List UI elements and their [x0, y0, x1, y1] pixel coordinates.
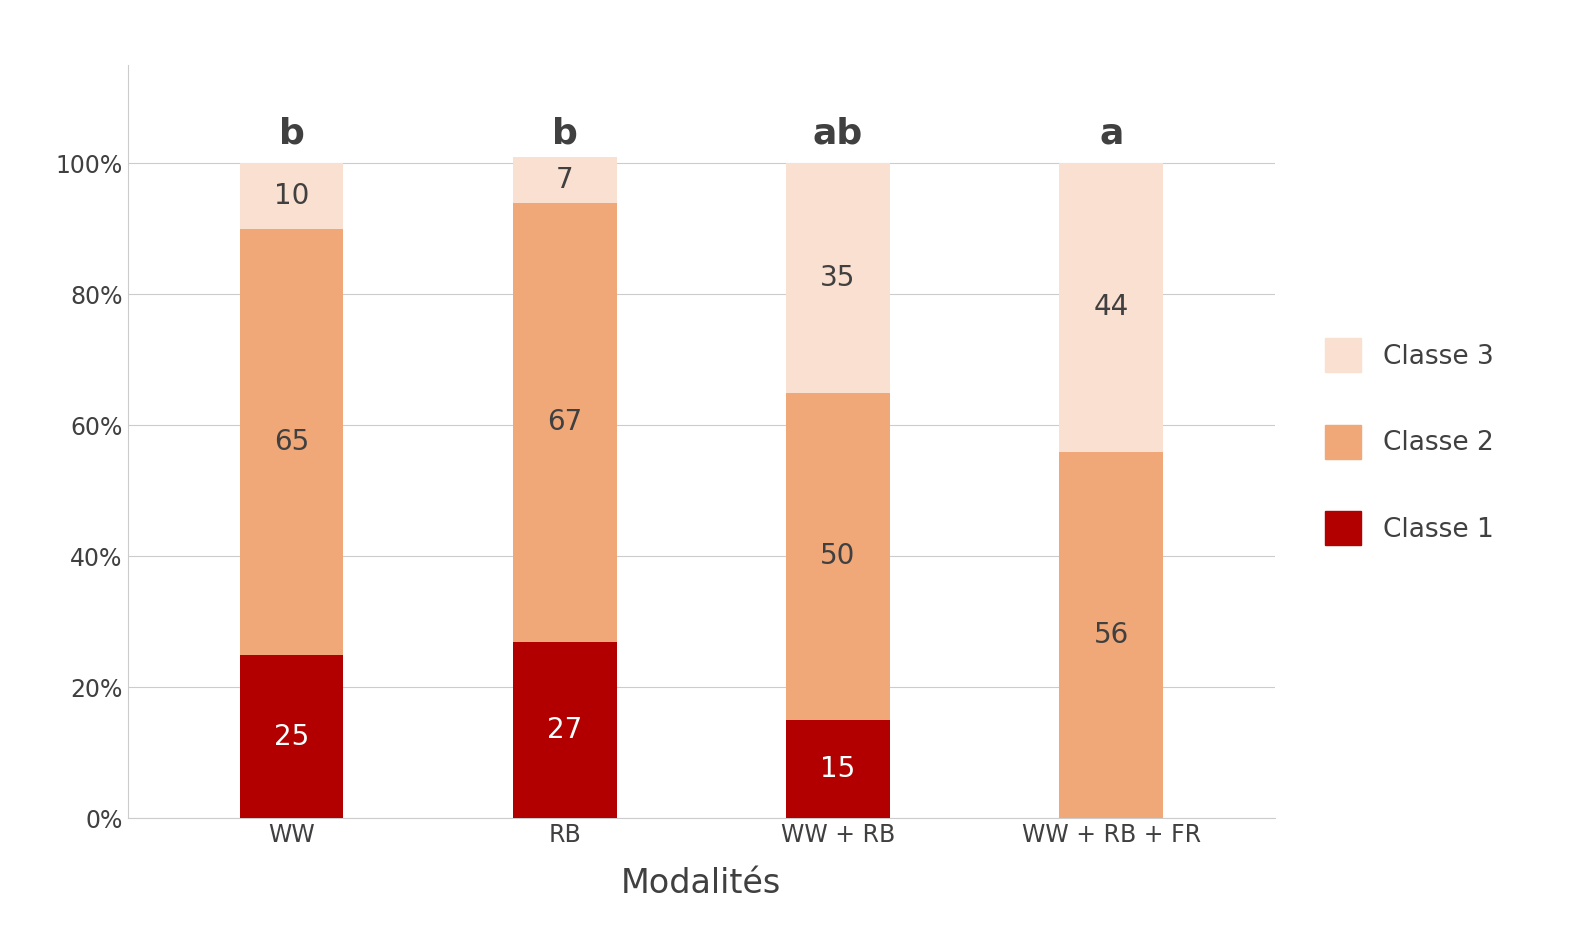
- Bar: [513, 203, 617, 642]
- Text: 27: 27: [547, 716, 582, 744]
- Text: 15: 15: [821, 755, 856, 783]
- Text: 50: 50: [821, 542, 856, 570]
- Bar: [1060, 164, 1164, 452]
- Text: 7: 7: [556, 166, 574, 193]
- X-axis label: Modalités: Modalités: [622, 867, 781, 899]
- Text: b: b: [552, 116, 577, 151]
- Text: b: b: [279, 116, 304, 151]
- Text: 25: 25: [274, 723, 309, 751]
- Text: 65: 65: [274, 428, 309, 456]
- Text: 44: 44: [1093, 294, 1129, 322]
- Bar: [786, 164, 889, 392]
- Text: 56: 56: [1093, 621, 1129, 649]
- Text: 67: 67: [547, 408, 582, 436]
- Text: ab: ab: [813, 116, 862, 151]
- Text: 35: 35: [821, 264, 856, 292]
- Bar: [786, 392, 889, 720]
- Bar: [1060, 452, 1164, 818]
- Bar: [239, 655, 343, 818]
- Bar: [239, 164, 343, 229]
- Bar: [239, 229, 343, 655]
- Bar: [513, 642, 617, 818]
- Bar: [786, 720, 889, 818]
- Bar: [513, 157, 617, 203]
- Text: 10: 10: [274, 182, 309, 210]
- Legend: Classe 3, Classe 2, Classe 1: Classe 3, Classe 2, Classe 1: [1312, 325, 1506, 559]
- Text: a: a: [1098, 116, 1124, 151]
